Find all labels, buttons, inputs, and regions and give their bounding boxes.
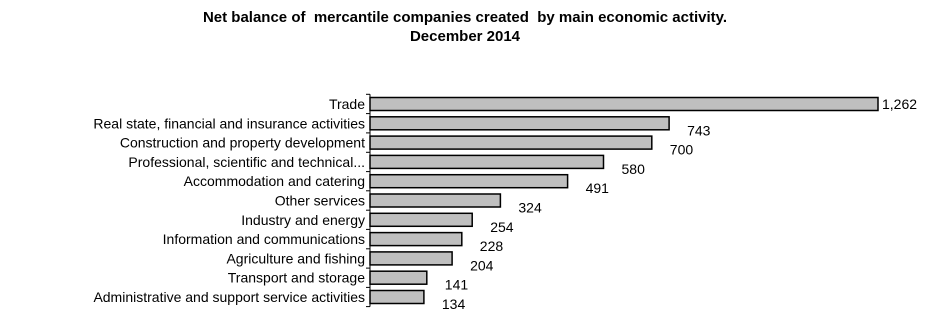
bar [369,289,425,305]
category-label: Trade [329,96,365,112]
value-label: 141 [445,277,469,293]
category-label: Agriculture and fishing [226,250,365,266]
category-label: Transport and storage [228,270,365,286]
bar [369,193,502,208]
value-label: 743 [687,122,711,138]
category-label: Administrative and support service activ… [93,289,365,305]
value-label: 204 [470,257,494,273]
value-label: 254 [490,219,514,235]
category-label: Information and communications [163,231,365,247]
value-label: 1,262 [882,96,917,112]
category-label: Industry and energy [241,212,365,228]
value-label: 228 [480,238,504,254]
category-label: Professional, scientific and technical..… [128,154,365,170]
bar [369,135,653,150]
category-label: Other services [275,193,365,209]
chart-title-line1: Net balance of mercantile companies crea… [202,9,728,26]
category-label: Real state, financial and insurance acti… [93,115,365,131]
bar [369,251,453,266]
category-label: Construction and property development [120,135,365,151]
bar [369,116,670,131]
bar [369,173,569,189]
value-label: 700 [670,142,694,158]
value-label: 491 [586,180,610,196]
bar [369,96,879,112]
bar [369,212,473,228]
bar [369,154,605,170]
value-label: 134 [442,296,466,312]
value-label: 580 [622,161,646,177]
chart-subtitle: December 2014 [409,28,521,45]
category-label: Accommodation and catering [184,173,365,189]
bar [369,231,463,247]
bar [369,270,428,285]
value-label: 324 [518,200,542,216]
chart-title: Net balance of mercantile companies crea… [0,8,930,46]
